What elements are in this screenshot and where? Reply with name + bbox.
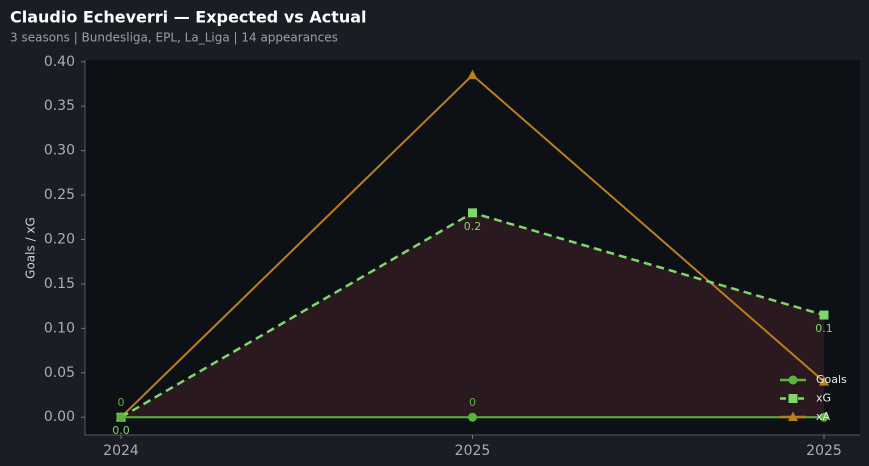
y-tick-label: 0.25 xyxy=(44,187,75,203)
y-axis-label: Goals / xG xyxy=(24,217,38,279)
legend-label: Goals xyxy=(816,373,847,386)
data-label: 0 xyxy=(469,396,476,409)
point xyxy=(116,412,126,422)
data-label: 0.0 xyxy=(112,424,130,437)
legend-marker xyxy=(788,411,798,421)
point xyxy=(819,310,829,320)
y-tick-label: 0.05 xyxy=(44,365,75,381)
chart-subtitle: 3 seasons | Bundesliga, EPL, La_Liga | 1… xyxy=(10,31,338,45)
point xyxy=(819,412,829,422)
y-tick-label: 0.20 xyxy=(44,232,75,248)
y-tick-label: 0.35 xyxy=(44,98,75,114)
data-label: 0.2 xyxy=(464,220,482,233)
legend-marker xyxy=(788,375,798,385)
legend-label: xG xyxy=(816,392,831,405)
y-tick-label: 0.30 xyxy=(44,143,75,159)
data-label: 0.1 xyxy=(815,322,833,335)
data-label: 0 xyxy=(118,396,125,409)
point xyxy=(819,376,829,386)
point xyxy=(467,69,478,80)
x-tick-label: 2024 xyxy=(103,443,139,459)
point xyxy=(468,412,477,422)
legend-marker xyxy=(788,394,798,403)
chart-title: Claudio Echeverri — Expected vs Actual xyxy=(10,8,367,27)
x-tick-label: 2025 xyxy=(806,443,842,459)
x-tick-label: 2025 xyxy=(455,443,491,459)
y-tick-label: 0.40 xyxy=(44,54,75,70)
legend-label: xA xyxy=(816,410,831,423)
y-tick-label: 0.00 xyxy=(44,409,75,425)
y-tick-label: 0.15 xyxy=(44,276,75,292)
point xyxy=(468,208,477,218)
y-tick-label: 0.10 xyxy=(44,320,75,336)
